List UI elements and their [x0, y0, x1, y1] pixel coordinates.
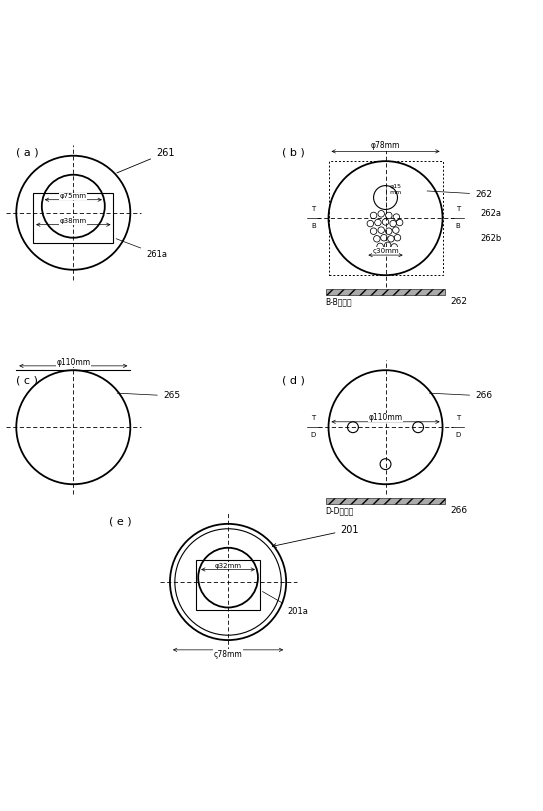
Text: D: D	[455, 431, 460, 438]
Text: φ110mm: φ110mm	[56, 358, 90, 367]
Text: φ75mm: φ75mm	[60, 194, 87, 200]
Text: ( b ): ( b )	[282, 148, 305, 157]
Bar	[33, 193, 113, 243]
Text: ( d ): ( d )	[282, 375, 305, 386]
Bar	[326, 289, 445, 294]
Text: ( e ): ( e )	[109, 517, 131, 527]
Text: 265: 265	[117, 392, 180, 401]
Text: B: B	[311, 222, 315, 229]
Bar	[196, 560, 260, 610]
Text: B: B	[456, 222, 460, 229]
Text: 262: 262	[451, 298, 468, 307]
Text: T: T	[311, 414, 315, 421]
Bar	[329, 161, 443, 275]
Text: D: D	[311, 431, 316, 438]
Text: ( a ): ( a )	[16, 148, 39, 157]
Text: T: T	[456, 414, 460, 421]
Text: 201: 201	[273, 525, 359, 547]
Text: 262a: 262a	[481, 209, 502, 218]
Text: B-B断面図: B-B断面図	[326, 298, 352, 307]
Text: φ38mm: φ38mm	[60, 218, 87, 225]
Text: φ32mm: φ32mm	[214, 563, 242, 569]
Text: ς78mm: ς78mm	[214, 650, 242, 659]
Text: ( c ): ( c )	[16, 375, 38, 386]
Text: 266: 266	[430, 392, 493, 401]
Text: T: T	[456, 206, 460, 212]
Text: 201a: 201a	[262, 591, 308, 616]
Text: φ110mm: φ110mm	[369, 413, 402, 422]
Text: ς30mm: ς30mm	[372, 247, 399, 254]
Text: 266: 266	[451, 507, 468, 516]
Text: 261a: 261a	[116, 238, 167, 259]
Text: φ78mm: φ78mm	[371, 141, 400, 151]
Text: 261: 261	[117, 148, 174, 173]
Text: φ15
mm: φ15 mm	[389, 184, 402, 195]
Text: T: T	[311, 206, 315, 212]
Text: 262: 262	[427, 190, 492, 199]
Bar	[326, 498, 445, 504]
Text: D-D断面図: D-D断面図	[326, 507, 354, 516]
Text: 262b: 262b	[481, 234, 502, 243]
